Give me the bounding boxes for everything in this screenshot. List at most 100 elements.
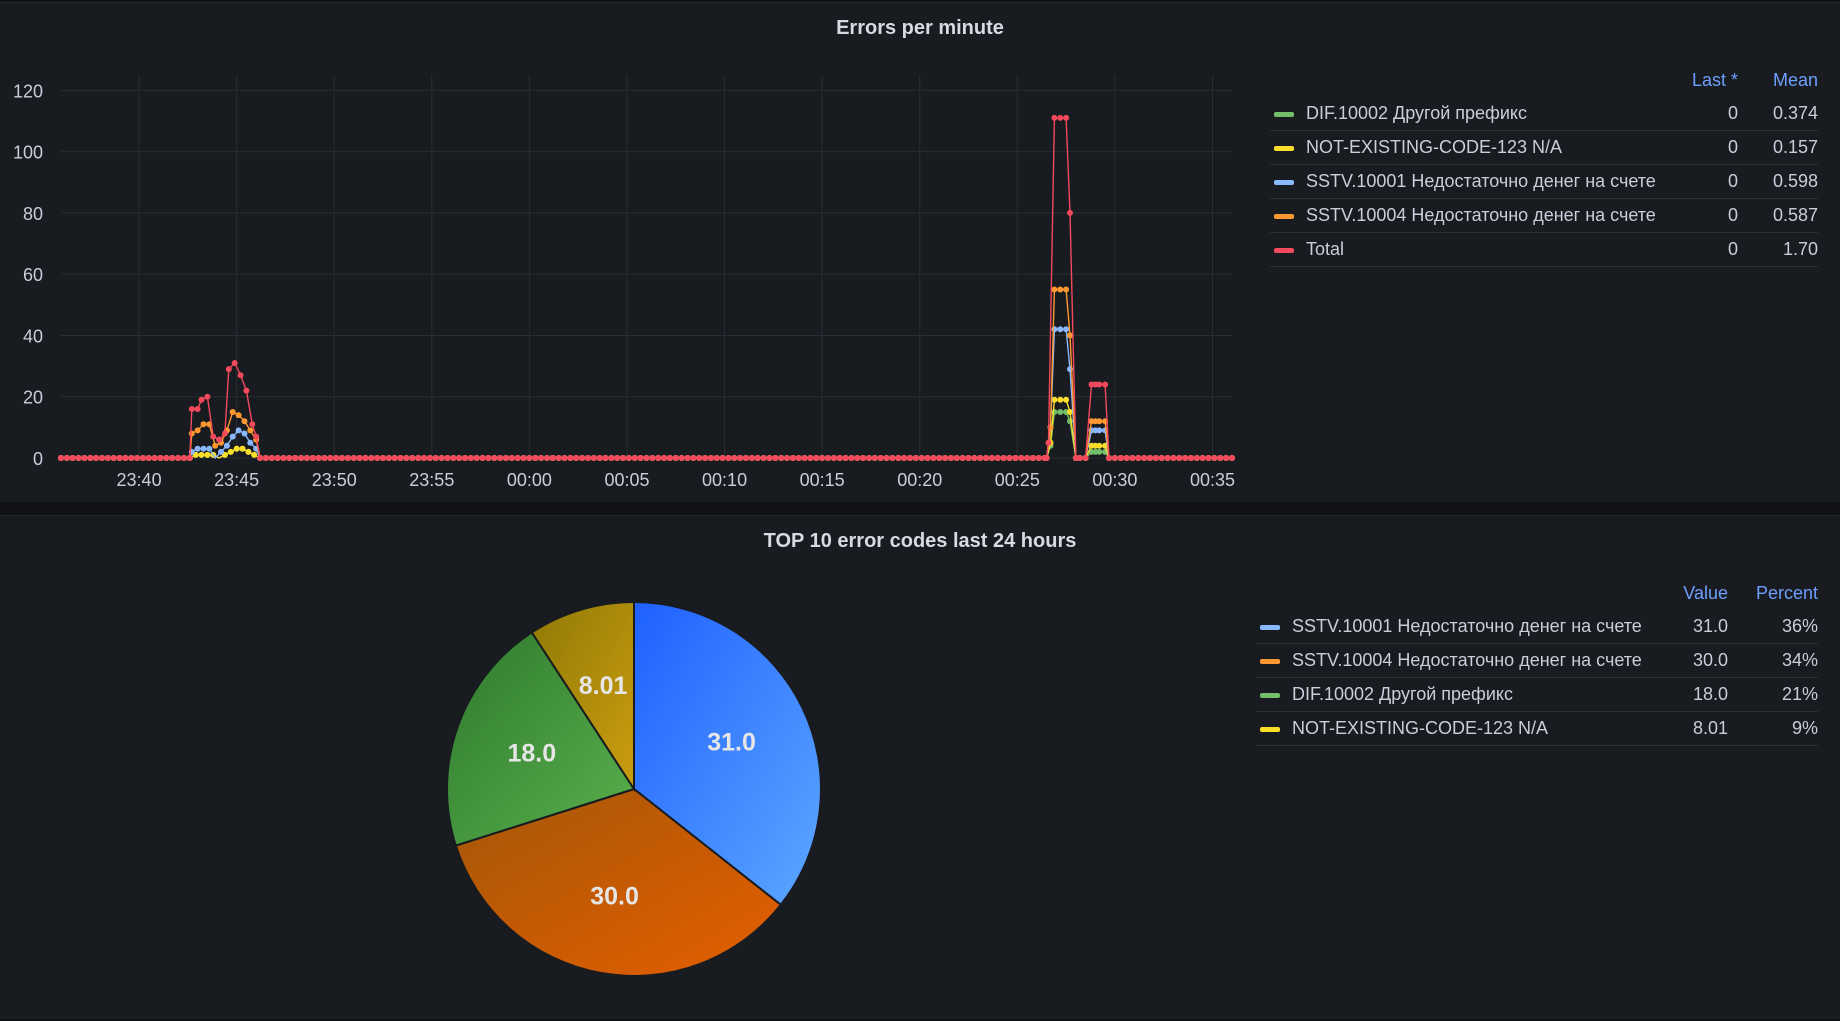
data-point[interactable]	[1096, 448, 1103, 455]
data-point[interactable]	[237, 372, 244, 379]
data-point[interactable]	[936, 455, 943, 461]
data-point[interactable]	[596, 455, 603, 461]
data-point[interactable]	[912, 455, 919, 461]
data-point[interactable]	[1147, 455, 1153, 461]
data-point[interactable]	[241, 418, 248, 425]
data-point[interactable]	[1057, 409, 1064, 415]
data-point[interactable]	[625, 455, 632, 461]
data-point[interactable]	[538, 455, 545, 461]
data-point[interactable]	[298, 455, 305, 461]
data-point[interactable]	[169, 455, 176, 461]
data-point[interactable]	[438, 455, 445, 461]
data-point[interactable]	[696, 455, 703, 461]
data-point[interactable]	[608, 455, 615, 461]
data-point[interactable]	[188, 430, 195, 437]
data-point[interactable]	[1051, 326, 1058, 333]
data-point[interactable]	[245, 448, 252, 455]
data-point[interactable]	[1164, 455, 1171, 461]
data-point[interactable]	[145, 455, 152, 461]
data-point[interactable]	[194, 445, 201, 452]
data-point[interactable]	[1117, 455, 1124, 461]
legend-row[interactable]: SSTV.10001 Недостаточно денег на счете 0 0…	[1270, 164, 1818, 199]
data-point[interactable]	[75, 455, 82, 461]
data-point[interactable]	[1067, 209, 1073, 216]
legend-row[interactable]: DIF.10002 Другой префикс 0 0.374	[1270, 97, 1818, 131]
data-point[interactable]	[1043, 455, 1050, 461]
data-point[interactable]	[590, 455, 597, 461]
data-point[interactable]	[116, 455, 123, 461]
data-point[interactable]	[467, 455, 474, 461]
data-point[interactable]	[579, 455, 586, 461]
data-point[interactable]	[637, 455, 644, 461]
data-point[interactable]	[731, 455, 738, 461]
data-point[interactable]	[544, 455, 550, 461]
data-point[interactable]	[157, 455, 164, 461]
data-point[interactable]	[409, 455, 416, 461]
data-point[interactable]	[93, 455, 100, 461]
data-point[interactable]	[421, 455, 427, 461]
panel-title[interactable]: TOP 10 error codes last 24 hours	[763, 530, 1077, 552]
series-line[interactable]	[58, 326, 1235, 461]
data-point[interactable]	[1188, 455, 1194, 461]
data-point[interactable]	[1051, 396, 1058, 403]
data-point[interactable]	[1123, 455, 1130, 461]
legend-row[interactable]: Total 0 1.70	[1270, 232, 1818, 267]
data-point[interactable]	[134, 455, 141, 461]
data-point[interactable]	[151, 455, 158, 461]
data-point[interactable]	[737, 455, 744, 461]
data-point[interactable]	[280, 455, 287, 461]
data-point[interactable]	[1035, 455, 1042, 461]
legend-row[interactable]: DIF.10002 Другой префикс 18.0 21%	[1256, 677, 1818, 712]
data-point[interactable]	[854, 455, 861, 461]
legend-row[interactable]: SSTV.10004 Недостаточно денег на счете 30…	[1256, 643, 1818, 678]
data-point[interactable]	[503, 455, 509, 461]
data-point[interactable]	[830, 455, 837, 461]
data-point[interactable]	[339, 455, 345, 461]
data-point[interactable]	[221, 430, 228, 437]
data-point[interactable]	[924, 455, 931, 461]
data-point[interactable]	[1045, 439, 1052, 446]
data-point[interactable]	[194, 406, 201, 412]
series-color-swatch[interactable]	[1260, 658, 1280, 664]
data-point[interactable]	[1057, 286, 1064, 293]
series-color-swatch[interactable]	[1260, 624, 1280, 630]
data-point[interactable]	[374, 455, 381, 461]
data-point[interactable]	[959, 455, 966, 461]
data-point[interactable]	[895, 455, 902, 461]
data-point[interactable]	[1067, 409, 1073, 415]
data-point[interactable]	[122, 455, 129, 461]
data-point[interactable]	[268, 455, 275, 461]
data-point[interactable]	[1057, 326, 1064, 333]
data-point[interactable]	[842, 455, 849, 461]
legend-row[interactable]: NOT-EXISTING-CODE-123 N/A 8.01 9%	[1256, 711, 1818, 746]
data-point[interactable]	[104, 455, 111, 461]
data-point[interactable]	[391, 455, 398, 461]
data-point[interactable]	[1063, 114, 1070, 121]
data-point[interactable]	[175, 455, 182, 461]
data-point[interactable]	[204, 393, 211, 400]
data-point[interactable]	[1106, 455, 1112, 461]
data-point[interactable]	[1205, 455, 1212, 461]
data-point[interactable]	[672, 455, 679, 461]
data-point[interactable]	[585, 455, 591, 461]
data-point[interactable]	[315, 455, 322, 461]
data-point[interactable]	[186, 455, 193, 461]
data-point[interactable]	[1018, 455, 1025, 461]
data-point[interactable]	[1223, 455, 1230, 461]
data-point[interactable]	[253, 433, 260, 440]
data-point[interactable]	[218, 448, 224, 455]
data-point[interactable]	[1029, 455, 1036, 461]
data-point[interactable]	[262, 455, 269, 461]
data-point[interactable]	[807, 455, 814, 461]
data-point[interactable]	[795, 455, 802, 461]
data-point[interactable]	[1096, 418, 1103, 425]
data-point[interactable]	[344, 455, 351, 461]
data-point[interactable]	[866, 455, 872, 461]
data-point[interactable]	[229, 433, 236, 440]
data-point[interactable]	[200, 445, 207, 452]
data-point[interactable]	[930, 455, 937, 461]
data-point[interactable]	[661, 455, 668, 461]
data-point[interactable]	[743, 455, 749, 461]
data-point[interactable]	[655, 455, 662, 461]
data-point[interactable]	[225, 366, 232, 373]
